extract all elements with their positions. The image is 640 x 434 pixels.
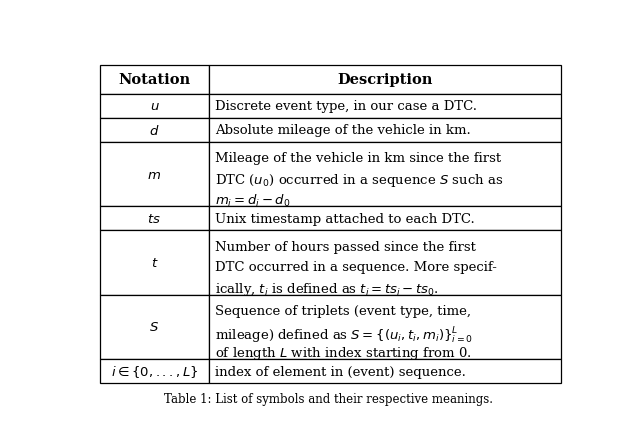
Text: $S$: $S$ (149, 321, 159, 334)
Bar (209, 207, 561, 231)
Bar (100, 143, 209, 207)
Text: Discrete event type, in our case a DTC.: Discrete event type, in our case a DTC. (216, 100, 477, 113)
Bar (100, 207, 209, 231)
Text: DTC occurred in a sequence. More specif-: DTC occurred in a sequence. More specif- (216, 260, 497, 273)
Text: Unix timestamp attached to each DTC.: Unix timestamp attached to each DTC. (216, 212, 475, 225)
Text: $ts$: $ts$ (147, 212, 161, 225)
Text: $t$: $t$ (150, 256, 158, 270)
Bar (209, 118, 561, 143)
Bar (209, 231, 561, 295)
Bar (100, 95, 209, 118)
Text: ically, $t_i$ is defined as $t_i = ts_i - ts_0$.: ically, $t_i$ is defined as $t_i = ts_i … (216, 280, 440, 297)
Text: mileage) defined as $S = \{(u_i, t_i, m_i)\}_{i=0}^{L}$: mileage) defined as $S = \{(u_i, t_i, m_… (216, 325, 474, 345)
Text: Absolute mileage of the vehicle in km.: Absolute mileage of the vehicle in km. (216, 124, 471, 137)
Text: $i \in \{0,...,L\}$: $i \in \{0,...,L\}$ (111, 363, 198, 379)
Text: Mileage of the vehicle in km since the first: Mileage of the vehicle in km since the f… (216, 152, 502, 165)
Text: $d$: $d$ (149, 124, 159, 138)
Bar (100, 66, 209, 95)
Text: Table 1: List of symbols and their respective meanings.: Table 1: List of symbols and their respe… (163, 391, 493, 404)
Text: $u$: $u$ (150, 100, 159, 113)
Text: DTC ($u_0$) occurred in a sequence $S$ such as: DTC ($u_0$) occurred in a sequence $S$ s… (216, 172, 504, 189)
Bar (100, 118, 209, 143)
Text: Sequence of triplets (event type, time,: Sequence of triplets (event type, time, (216, 304, 472, 317)
Bar (100, 295, 209, 359)
Text: $m_i = d_i - d_0$: $m_i = d_i - d_0$ (216, 192, 291, 208)
Bar (209, 66, 561, 95)
Bar (209, 95, 561, 118)
Text: Notation: Notation (118, 73, 191, 87)
Bar (209, 359, 561, 383)
Bar (209, 295, 561, 359)
Bar (100, 359, 209, 383)
Text: Description: Description (337, 73, 433, 87)
Text: Number of hours passed since the first: Number of hours passed since the first (216, 240, 476, 253)
Text: index of element in (event) sequence.: index of element in (event) sequence. (216, 365, 467, 378)
Text: of length $L$ with index starting from 0.: of length $L$ with index starting from 0… (216, 345, 472, 362)
Bar (100, 231, 209, 295)
Bar (209, 143, 561, 207)
Text: $m$: $m$ (147, 168, 161, 181)
